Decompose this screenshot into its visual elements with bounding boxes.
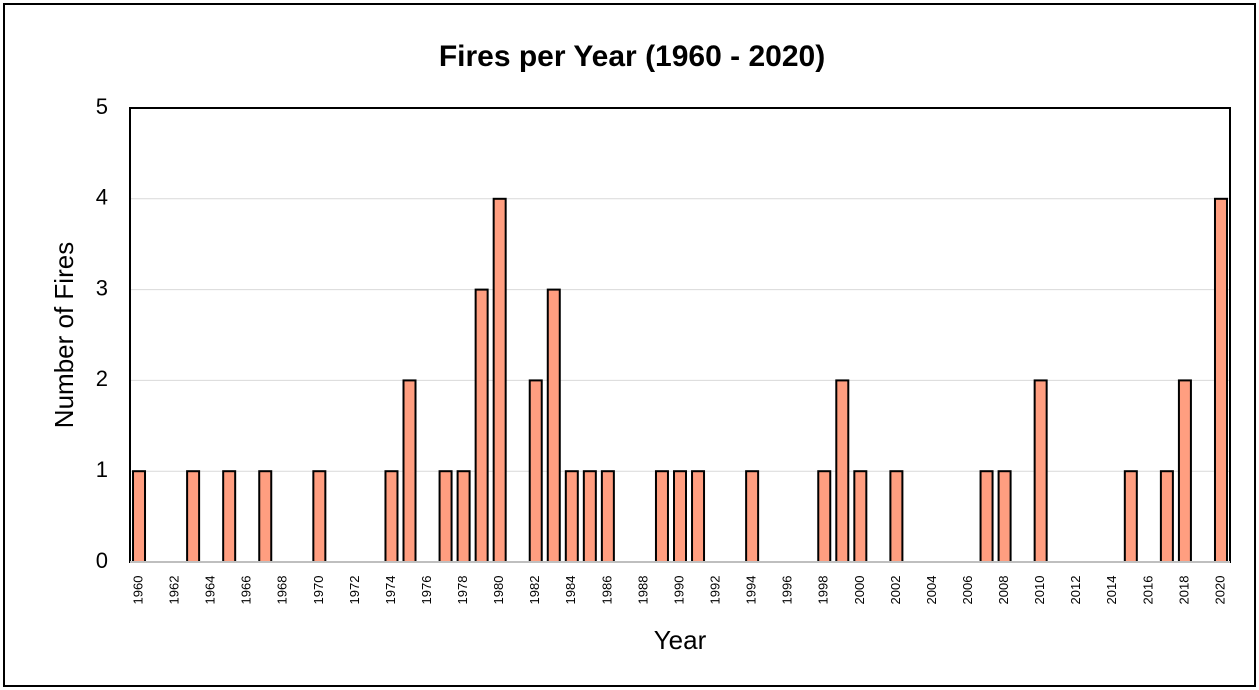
bar <box>691 470 706 564</box>
bar <box>546 288 561 563</box>
bar <box>222 470 237 564</box>
x-tick-label: 2000 <box>852 576 867 605</box>
x-tick-label: 1960 <box>130 576 145 605</box>
y-tick-label: 3 <box>96 275 108 300</box>
bar <box>600 470 615 564</box>
bar <box>835 379 850 563</box>
bar <box>889 470 904 564</box>
x-tick-label: 1970 <box>311 576 326 605</box>
bar <box>312 470 327 564</box>
bar <box>817 470 832 564</box>
bar <box>997 470 1012 564</box>
x-tick-label: 2006 <box>960 576 975 605</box>
chart-frame <box>3 3 1256 687</box>
bar <box>474 288 489 563</box>
bar <box>528 379 543 563</box>
x-tick-label: 1972 <box>347 576 362 605</box>
bar <box>673 470 687 564</box>
bar <box>258 470 273 564</box>
bar <box>384 470 399 564</box>
x-tick-label: 1978 <box>455 576 470 605</box>
bar <box>1177 379 1192 563</box>
bar <box>745 470 760 564</box>
y-tick-label: 0 <box>96 548 108 573</box>
x-tick-label: 2010 <box>1032 576 1047 605</box>
x-tick-label: 2002 <box>888 576 903 605</box>
bar <box>564 470 579 564</box>
y-tick-label: 1 <box>96 457 108 482</box>
x-tick-label: 1994 <box>744 576 759 605</box>
x-tick-label: 1980 <box>491 576 506 605</box>
chart-title: Fires per Year (1960 - 2020) <box>439 40 825 73</box>
x-tick-label: 1990 <box>671 576 686 605</box>
bar <box>456 470 471 564</box>
bar <box>582 470 597 564</box>
bar <box>186 470 201 564</box>
bar <box>1123 470 1138 564</box>
y-tick-label: 4 <box>96 185 108 210</box>
x-tick-label: 1984 <box>563 576 578 605</box>
x-tick-label: 1992 <box>708 576 723 605</box>
y-axis-label: Number of Fires <box>49 242 79 428</box>
x-tick-label: 1968 <box>275 576 290 605</box>
bar <box>1213 197 1228 564</box>
x-tick-label: 1976 <box>419 576 434 605</box>
x-tick-label: 2008 <box>996 576 1011 605</box>
x-tick-label: 1996 <box>780 576 795 605</box>
bar <box>132 470 147 564</box>
x-tick-label: 1964 <box>203 576 218 605</box>
x-tick-label: 2018 <box>1176 576 1191 605</box>
y-tick-label: 2 <box>96 366 108 391</box>
bar <box>853 470 868 564</box>
x-tick-label: 1966 <box>239 576 254 605</box>
bar <box>438 470 453 564</box>
x-tick-label: 2016 <box>1140 576 1155 605</box>
x-tick-label: 2014 <box>1104 576 1119 605</box>
x-tick-label: 1962 <box>167 576 182 605</box>
bar <box>402 379 417 563</box>
bar <box>979 470 994 564</box>
x-tick-label: 1986 <box>599 576 614 605</box>
x-tick-label: 1998 <box>816 576 831 605</box>
x-axis-label: Year <box>654 625 707 655</box>
bar <box>1159 470 1174 564</box>
x-tick-label: 1974 <box>383 576 398 605</box>
x-tick-label: 2012 <box>1068 576 1083 605</box>
x-tick-label: 2004 <box>924 576 939 605</box>
x-tick-label: 2020 <box>1212 576 1227 605</box>
bar <box>492 197 507 564</box>
bar <box>1033 379 1048 563</box>
x-tick-label: 1988 <box>635 576 650 605</box>
bar <box>654 470 669 564</box>
x-tick-label: 1982 <box>527 576 542 605</box>
y-tick-label: 5 <box>96 94 108 119</box>
